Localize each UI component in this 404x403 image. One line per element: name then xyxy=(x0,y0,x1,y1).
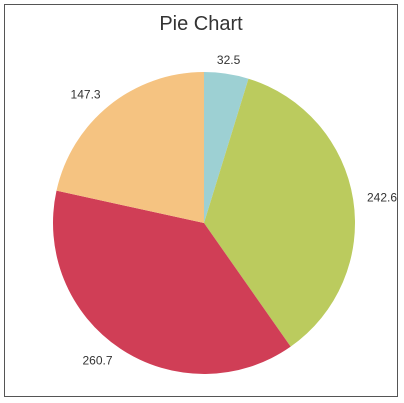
slice-label-2: 260.7 xyxy=(82,353,112,367)
slice-label-1: 242.6 xyxy=(367,190,397,204)
pie-slice-2 xyxy=(52,190,291,375)
slice-label-0: 32.5 xyxy=(217,53,241,67)
pie-slice-1 xyxy=(204,78,356,347)
pie-chart: 32.5 242.6 260.7 147.3 xyxy=(52,53,397,375)
chart-frame: Pie Chart 32.5 242.6 260.7 147.3 xyxy=(4,4,398,397)
slice-label-3: 147.3 xyxy=(71,87,101,101)
pie-slice-0 xyxy=(204,72,249,223)
chart-title: Pie Chart xyxy=(159,13,243,35)
pie-slice-3 xyxy=(56,72,205,223)
